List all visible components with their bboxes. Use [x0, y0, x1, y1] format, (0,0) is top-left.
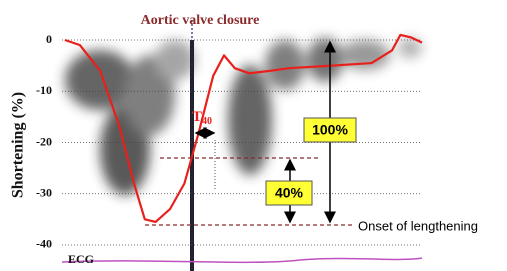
t40-sub: 40 [202, 116, 212, 127]
chart: Aortic valve closure Shortening (%) 0 -10… [0, 0, 507, 271]
echo-background [65, 38, 422, 195]
t40-main: T [192, 109, 202, 125]
y-tick-label: -40 [36, 237, 52, 251]
ecg-label: ECG [68, 252, 94, 266]
y-tick-label: -10 [36, 83, 52, 97]
y-tick-label: -30 [36, 185, 52, 199]
onset-label: Onset of lengthening [358, 218, 478, 233]
y-axis-label: Shortening (%) [10, 92, 27, 198]
y-tick-label: 0 [46, 32, 52, 46]
full-label: 100% [312, 122, 348, 138]
ecg-trace [62, 258, 422, 262]
t40-label: T40 [192, 109, 212, 127]
y-tick-label: -20 [36, 134, 52, 148]
chart-title: Aortic valve closure [141, 13, 260, 28]
part-label: 40% [275, 185, 304, 201]
